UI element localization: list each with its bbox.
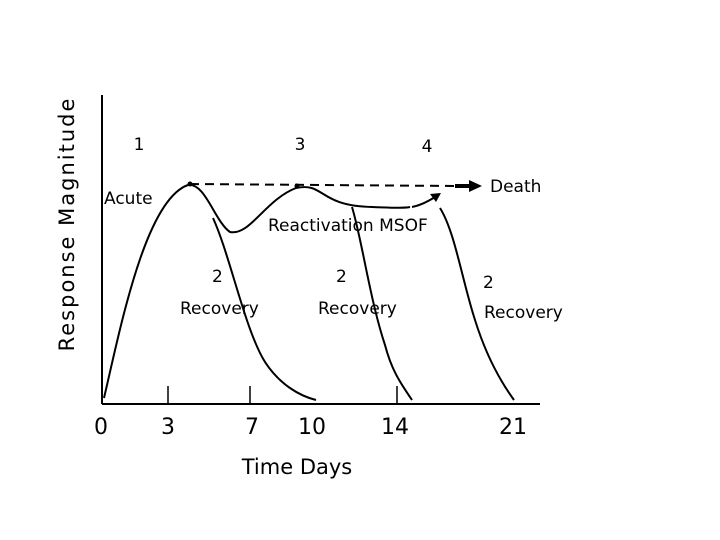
recovery-1-label: Recovery bbox=[180, 299, 259, 319]
death-dashed-line bbox=[189, 183, 456, 187]
x-axis-title: Time Days bbox=[241, 455, 352, 479]
recovery-curve-2 bbox=[351, 206, 413, 401]
acute-peak-dot bbox=[187, 181, 193, 187]
msof-arrow-head bbox=[430, 193, 441, 202]
reactivation-peak-dot bbox=[294, 183, 300, 189]
phase-label-1: 1 bbox=[134, 135, 145, 155]
x-tick-label-7: 7 bbox=[245, 415, 259, 440]
death-arrow-head bbox=[469, 180, 482, 192]
x-tick-label-14: 14 bbox=[381, 415, 409, 440]
y-axis-title: Response Magnitude bbox=[55, 97, 79, 352]
x-tick-label-10: 10 bbox=[298, 415, 326, 440]
reactivation-msof-label: Reactivation MSOF bbox=[268, 216, 428, 236]
recovery-curve-1 bbox=[212, 217, 317, 401]
recovery-3-label: Recovery bbox=[484, 303, 563, 323]
x-tick-label-21: 21 bbox=[499, 415, 527, 440]
acute-label: Acute bbox=[104, 189, 153, 209]
recovery-2-number: 2 bbox=[336, 267, 347, 287]
recovery-3-number: 2 bbox=[483, 273, 494, 293]
recovery-1-number: 2 bbox=[212, 267, 223, 287]
x-tick-label-0: 0 bbox=[94, 415, 108, 440]
death-label: Death bbox=[490, 177, 541, 197]
phase-label-4: 4 bbox=[422, 137, 433, 157]
recovery-2-label: Recovery bbox=[318, 299, 397, 319]
recovery-curve-3 bbox=[439, 207, 515, 401]
x-tick-label-3: 3 bbox=[161, 415, 175, 440]
acute-curve bbox=[103, 183, 411, 399]
phase-label-3: 3 bbox=[295, 135, 306, 155]
